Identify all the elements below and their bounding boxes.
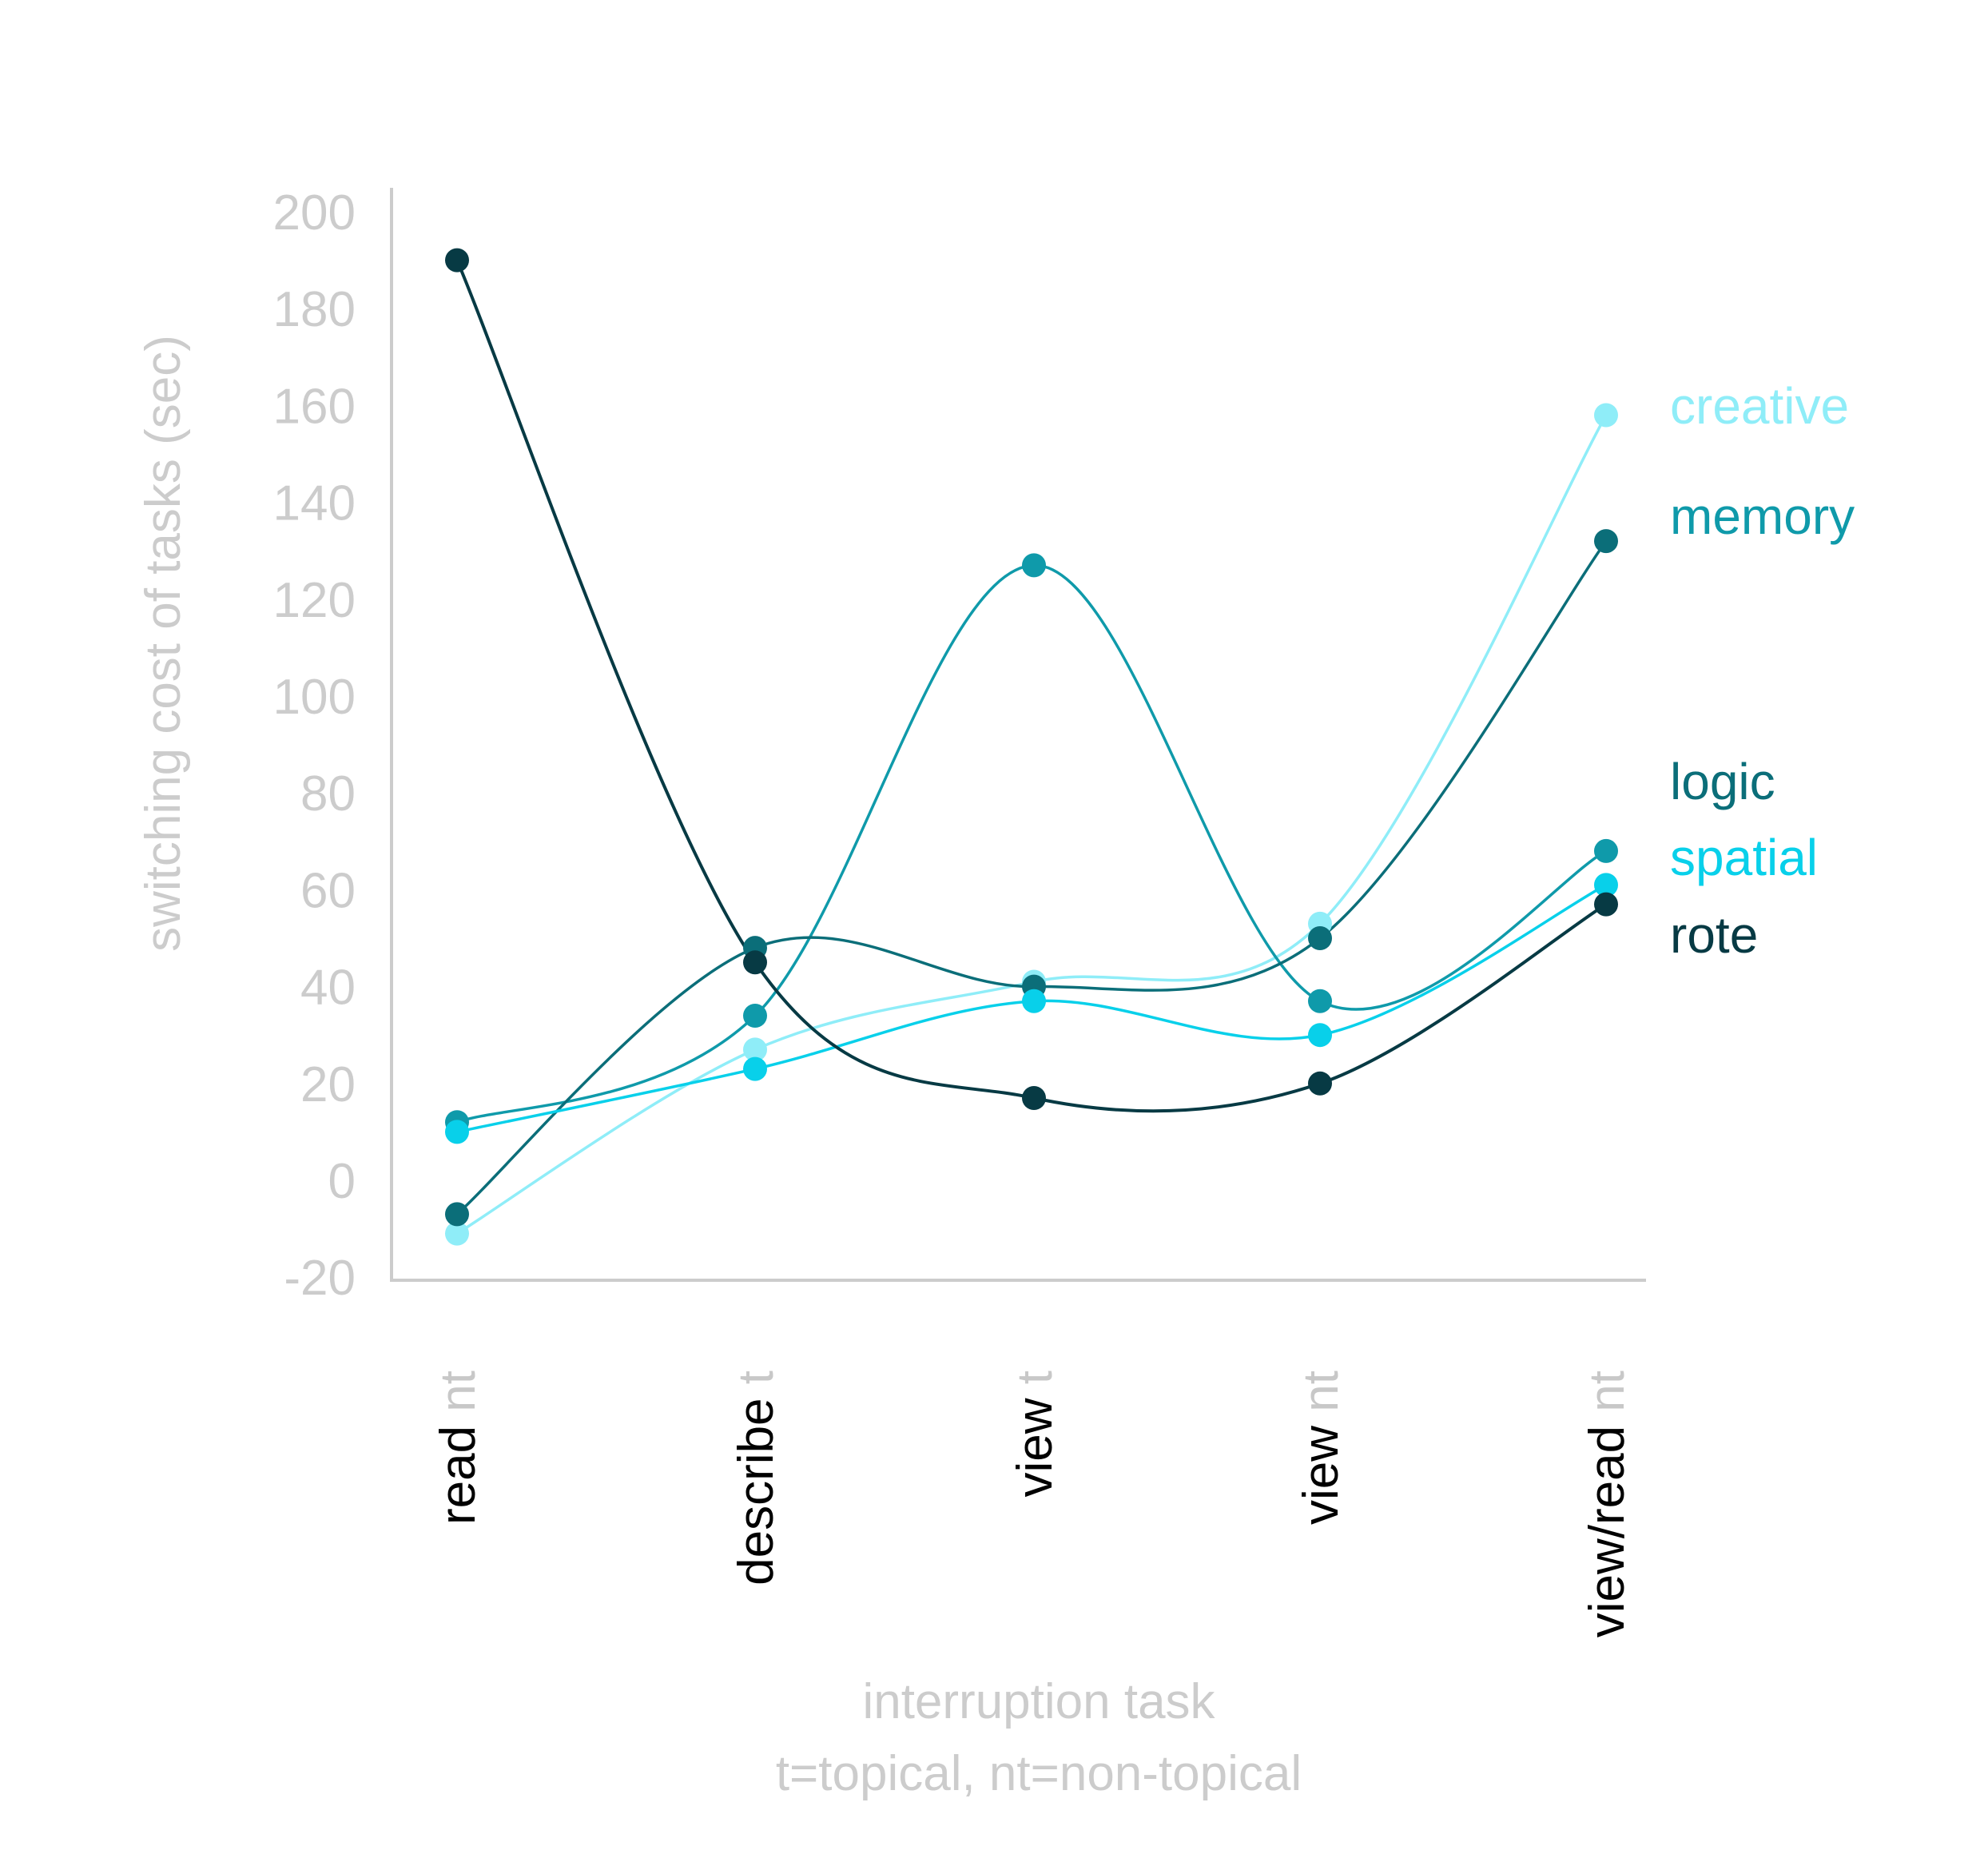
series-label-creative: creative (1670, 377, 1849, 435)
y-tick-label: -20 (284, 1251, 356, 1306)
y-tick-label: 20 (300, 1057, 356, 1112)
data-point-logic (445, 1202, 469, 1227)
data-point-spatial (1022, 989, 1046, 1013)
y-tick-label: 200 (273, 185, 356, 241)
category-main: view/read (1580, 1426, 1635, 1637)
data-point-memory (743, 1003, 767, 1028)
data-point-spatial (445, 1120, 469, 1144)
series-label-spatial: spatial (1670, 829, 1818, 886)
x-category-label: view t (1008, 1371, 1063, 1497)
y-tick-label: 40 (300, 961, 356, 1016)
data-point-logic (1594, 529, 1618, 554)
series-label-rote: rote (1670, 906, 1758, 964)
category-suffix: t (729, 1371, 784, 1398)
data-point-memory (1308, 989, 1332, 1013)
data-point-rote (1022, 1085, 1046, 1110)
x-axis-title: interruption task (862, 1674, 1215, 1729)
y-tick-label: 100 (273, 670, 356, 725)
data-point-spatial (1308, 1023, 1332, 1048)
x-category-label: describe t (729, 1371, 784, 1585)
x-category-label: view nt (1294, 1371, 1349, 1525)
x-axis-subtitle: t=topical, nt=non-topical (776, 1746, 1302, 1801)
category-main: describe (729, 1398, 784, 1585)
data-point-spatial (1594, 873, 1618, 897)
data-point-memory (1022, 553, 1046, 578)
category-suffix: nt (1580, 1371, 1635, 1426)
data-point-memory (1594, 838, 1618, 863)
series-points (445, 248, 1618, 1246)
data-point-spatial (743, 1056, 767, 1081)
data-point-creative (445, 1221, 469, 1246)
category-main: view (1294, 1426, 1349, 1525)
y-tick-label: 120 (273, 573, 356, 628)
y-tick-label: 60 (300, 863, 356, 918)
axes (390, 188, 1646, 1282)
y-tick-label: 80 (300, 766, 356, 822)
series-labels: creative memory logic spatial rote (1670, 377, 1855, 964)
category-suffix: t (1008, 1371, 1063, 1398)
series-label-logic: logic (1670, 753, 1775, 810)
data-point-creative (1594, 403, 1618, 428)
x-category-label: read nt (431, 1371, 486, 1525)
data-point-rote (743, 950, 767, 975)
series-label-memory: memory (1670, 487, 1855, 545)
series-line-rote (455, 259, 1608, 1113)
category-main: view (1008, 1398, 1063, 1497)
data-point-creative (743, 1037, 767, 1062)
data-point-logic (1308, 926, 1332, 950)
x-category-label: view/read nt (1580, 1371, 1635, 1637)
data-point-rote (1308, 1071, 1332, 1096)
y-tick-label: 180 (273, 282, 356, 337)
y-tick-label: 0 (328, 1154, 356, 1209)
y-tick-label: 160 (273, 379, 356, 434)
series-line-creative (456, 414, 1608, 1235)
data-point-rote (1594, 892, 1618, 917)
y-tick-label: 140 (273, 476, 356, 531)
category-main: read (431, 1426, 486, 1525)
series-line-logic (455, 540, 1608, 1215)
y-axis-title: switching cost of tasks (sec) (136, 335, 191, 952)
category-suffix: nt (1294, 1371, 1349, 1426)
data-point-rote (445, 248, 469, 273)
category-suffix: nt (431, 1371, 486, 1426)
